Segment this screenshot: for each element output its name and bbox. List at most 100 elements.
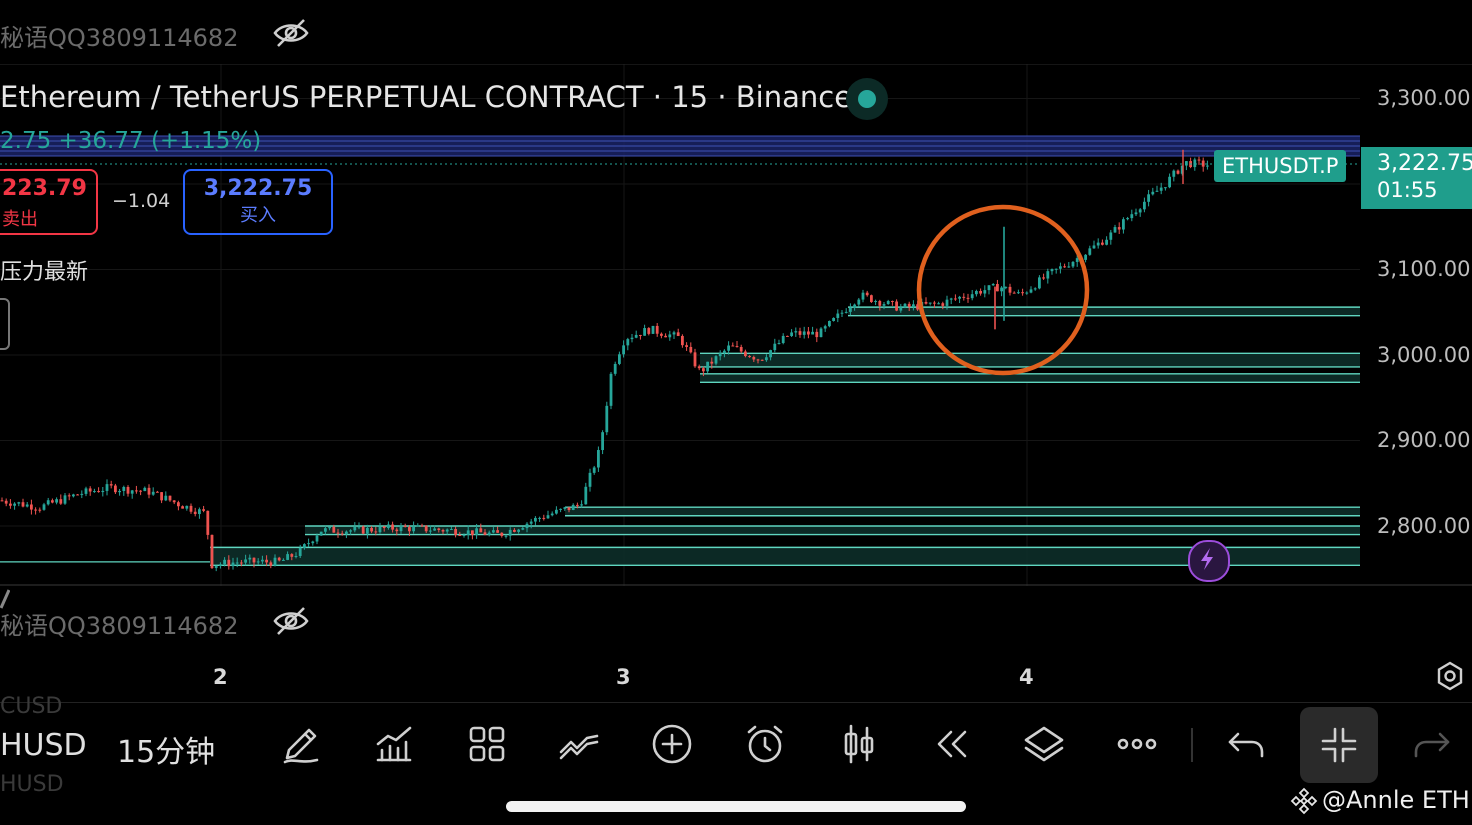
bar-style-icon[interactable] xyxy=(837,722,881,766)
collapse-button[interactable] xyxy=(1300,707,1378,783)
candle-body xyxy=(853,304,856,308)
candle-body xyxy=(151,491,155,495)
indicator-collapse-handle[interactable] xyxy=(0,298,10,350)
candle-body xyxy=(290,554,294,557)
candle-body xyxy=(924,301,928,304)
eye-off-icon[interactable] xyxy=(272,604,310,642)
price-label: 3,100.00 xyxy=(1377,257,1471,281)
buy-button[interactable]: 3,222.75 买入 xyxy=(183,169,333,235)
candle-body xyxy=(1004,286,1008,288)
candle-body xyxy=(672,332,676,335)
candle-body xyxy=(954,298,957,300)
candle-body xyxy=(265,559,268,563)
candle-body xyxy=(72,494,75,497)
candle-body xyxy=(819,328,823,338)
candle-body xyxy=(618,354,621,364)
lightning-icon[interactable] xyxy=(1188,540,1230,582)
more-icon[interactable] xyxy=(1115,722,1159,766)
candle-body xyxy=(298,547,302,556)
candle-body xyxy=(802,331,806,335)
candle-body xyxy=(1012,292,1016,294)
candle-body xyxy=(513,529,516,532)
strategy-icon[interactable] xyxy=(557,722,601,766)
candle-body xyxy=(639,334,642,336)
candle-body xyxy=(727,345,730,351)
candle-body xyxy=(975,290,978,295)
price-chart[interactable] xyxy=(0,64,1472,586)
candle-body xyxy=(1029,289,1033,293)
candle-body xyxy=(987,285,991,291)
candle-body xyxy=(231,562,235,567)
candle-body xyxy=(542,517,546,519)
price-label: 2,900.00 xyxy=(1377,428,1471,452)
candle-body xyxy=(219,564,222,566)
grid-icon[interactable] xyxy=(465,722,509,766)
candle-body xyxy=(227,559,231,567)
candle-body xyxy=(756,359,760,361)
candle-body xyxy=(710,361,714,364)
candle-body xyxy=(576,504,579,506)
price-label: 3,300.00 xyxy=(1377,86,1471,110)
support-zone xyxy=(565,507,1360,516)
candle-body xyxy=(76,494,79,496)
candle-body xyxy=(9,503,12,506)
support-zone xyxy=(210,547,1360,566)
resize-handle[interactable] xyxy=(0,588,11,610)
candle-body xyxy=(454,529,457,536)
candle-body xyxy=(878,301,882,306)
candle-body xyxy=(823,326,827,329)
candle-body xyxy=(252,557,256,563)
candle-body xyxy=(261,559,264,562)
undo-icon[interactable] xyxy=(1224,722,1268,766)
candle-body xyxy=(433,528,436,531)
candle-body xyxy=(723,350,726,354)
redo-icon[interactable] xyxy=(1410,722,1454,766)
candle-body xyxy=(668,334,672,338)
candle-body xyxy=(844,311,848,313)
candle-body xyxy=(529,521,533,524)
candle-body xyxy=(786,335,789,337)
candle-body xyxy=(214,565,218,569)
candle-body xyxy=(1151,191,1155,195)
candle-body xyxy=(340,533,344,535)
sell-price: 223.79 xyxy=(2,176,87,201)
eye-off-icon[interactable] xyxy=(272,16,310,54)
replay-icon[interactable] xyxy=(929,722,973,766)
candle-body xyxy=(1071,261,1075,267)
candle-body xyxy=(1101,242,1104,245)
alarm-icon[interactable] xyxy=(743,722,787,766)
candle-body xyxy=(1147,194,1150,202)
layers-icon[interactable] xyxy=(1022,722,1066,766)
candle-body xyxy=(580,504,583,506)
candle-body xyxy=(25,504,29,507)
candle-body xyxy=(689,346,693,353)
candle-body xyxy=(996,283,999,292)
pencil-icon[interactable] xyxy=(279,722,323,766)
chart-settings-icon[interactable] xyxy=(1434,660,1466,696)
candle-body xyxy=(118,490,121,493)
candle-body xyxy=(143,487,147,492)
symbol-selector[interactable]: HUSD xyxy=(0,728,87,763)
candle-body xyxy=(1033,288,1037,290)
sell-button[interactable]: 223.79 卖出 xyxy=(0,169,98,235)
add-icon[interactable] xyxy=(650,722,694,766)
candle-body xyxy=(735,346,739,348)
candle-body xyxy=(1105,239,1108,245)
candle-body xyxy=(193,511,197,515)
candle-body xyxy=(399,525,403,532)
candle-body xyxy=(80,493,84,495)
candle-body xyxy=(353,526,357,531)
candle-body xyxy=(483,532,487,535)
candle-body xyxy=(597,450,600,468)
home-indicator[interactable] xyxy=(506,801,966,812)
candle-body xyxy=(836,313,840,318)
candle-body xyxy=(286,554,289,560)
interval-selector[interactable]: 15分钟 xyxy=(117,735,216,770)
candle-body xyxy=(67,495,71,497)
market-status-indicator xyxy=(846,78,888,120)
indicators-icon[interactable] xyxy=(372,722,416,766)
current-price-marker: 3,222.75 01:55 xyxy=(1361,147,1472,209)
candle-body xyxy=(865,292,869,296)
candle-body xyxy=(248,557,252,560)
candle-body xyxy=(1172,170,1176,177)
